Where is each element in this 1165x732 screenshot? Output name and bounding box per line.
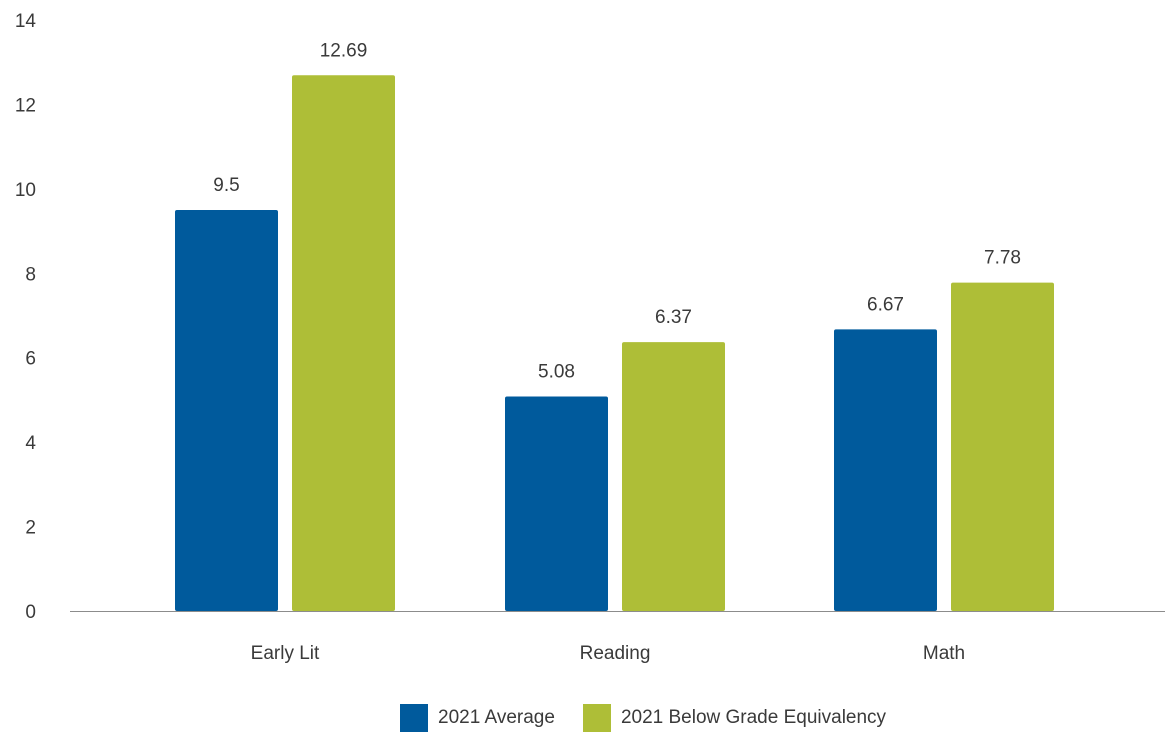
y-tick-label: 10: [15, 180, 36, 201]
bar-early-lit-series-2: [292, 75, 395, 611]
legend-label-series-2: 2021 Below Grade Equivalency: [620, 707, 887, 728]
bar-math-series-2: [951, 282, 1054, 611]
data-label: 7.78: [984, 248, 1021, 269]
legend-swatch-series-2: [582, 704, 611, 732]
y-tick-label: 12: [15, 95, 36, 116]
data-label: 6.37: [655, 307, 692, 328]
data-label: 9.5: [213, 175, 239, 196]
y-tick-label: 14: [15, 11, 37, 32]
y-tick-label: 4: [25, 433, 36, 454]
legend-item-series-2: 2021 Below Grade Equivalency: [582, 704, 887, 732]
bar-reading-series-1: [505, 396, 608, 611]
bar-early-lit-series-1: [175, 209, 278, 611]
x-category-label: Early Lit: [251, 643, 320, 664]
data-label: 6.67: [867, 294, 904, 315]
legend-label-series-1: 2021 Average: [438, 707, 555, 728]
legend-swatch-series-1: [400, 704, 428, 732]
x-category-label: Reading: [580, 643, 651, 664]
bar-reading-series-2: [622, 342, 725, 611]
legend: 2021 Average 2021 Below Grade Equivalenc…: [400, 704, 914, 732]
data-label: 5.08: [538, 362, 575, 383]
x-category-label: Math: [923, 643, 965, 664]
bar-math-series-1: [834, 329, 937, 611]
y-tick-label: 2: [25, 518, 36, 539]
legend-item-series-1: 2021 Average: [400, 704, 555, 732]
y-tick-label: 8: [25, 264, 36, 285]
y-tick-label: 6: [25, 349, 36, 370]
y-tick-label: 0: [25, 602, 36, 623]
data-label: 12.69: [320, 40, 368, 61]
